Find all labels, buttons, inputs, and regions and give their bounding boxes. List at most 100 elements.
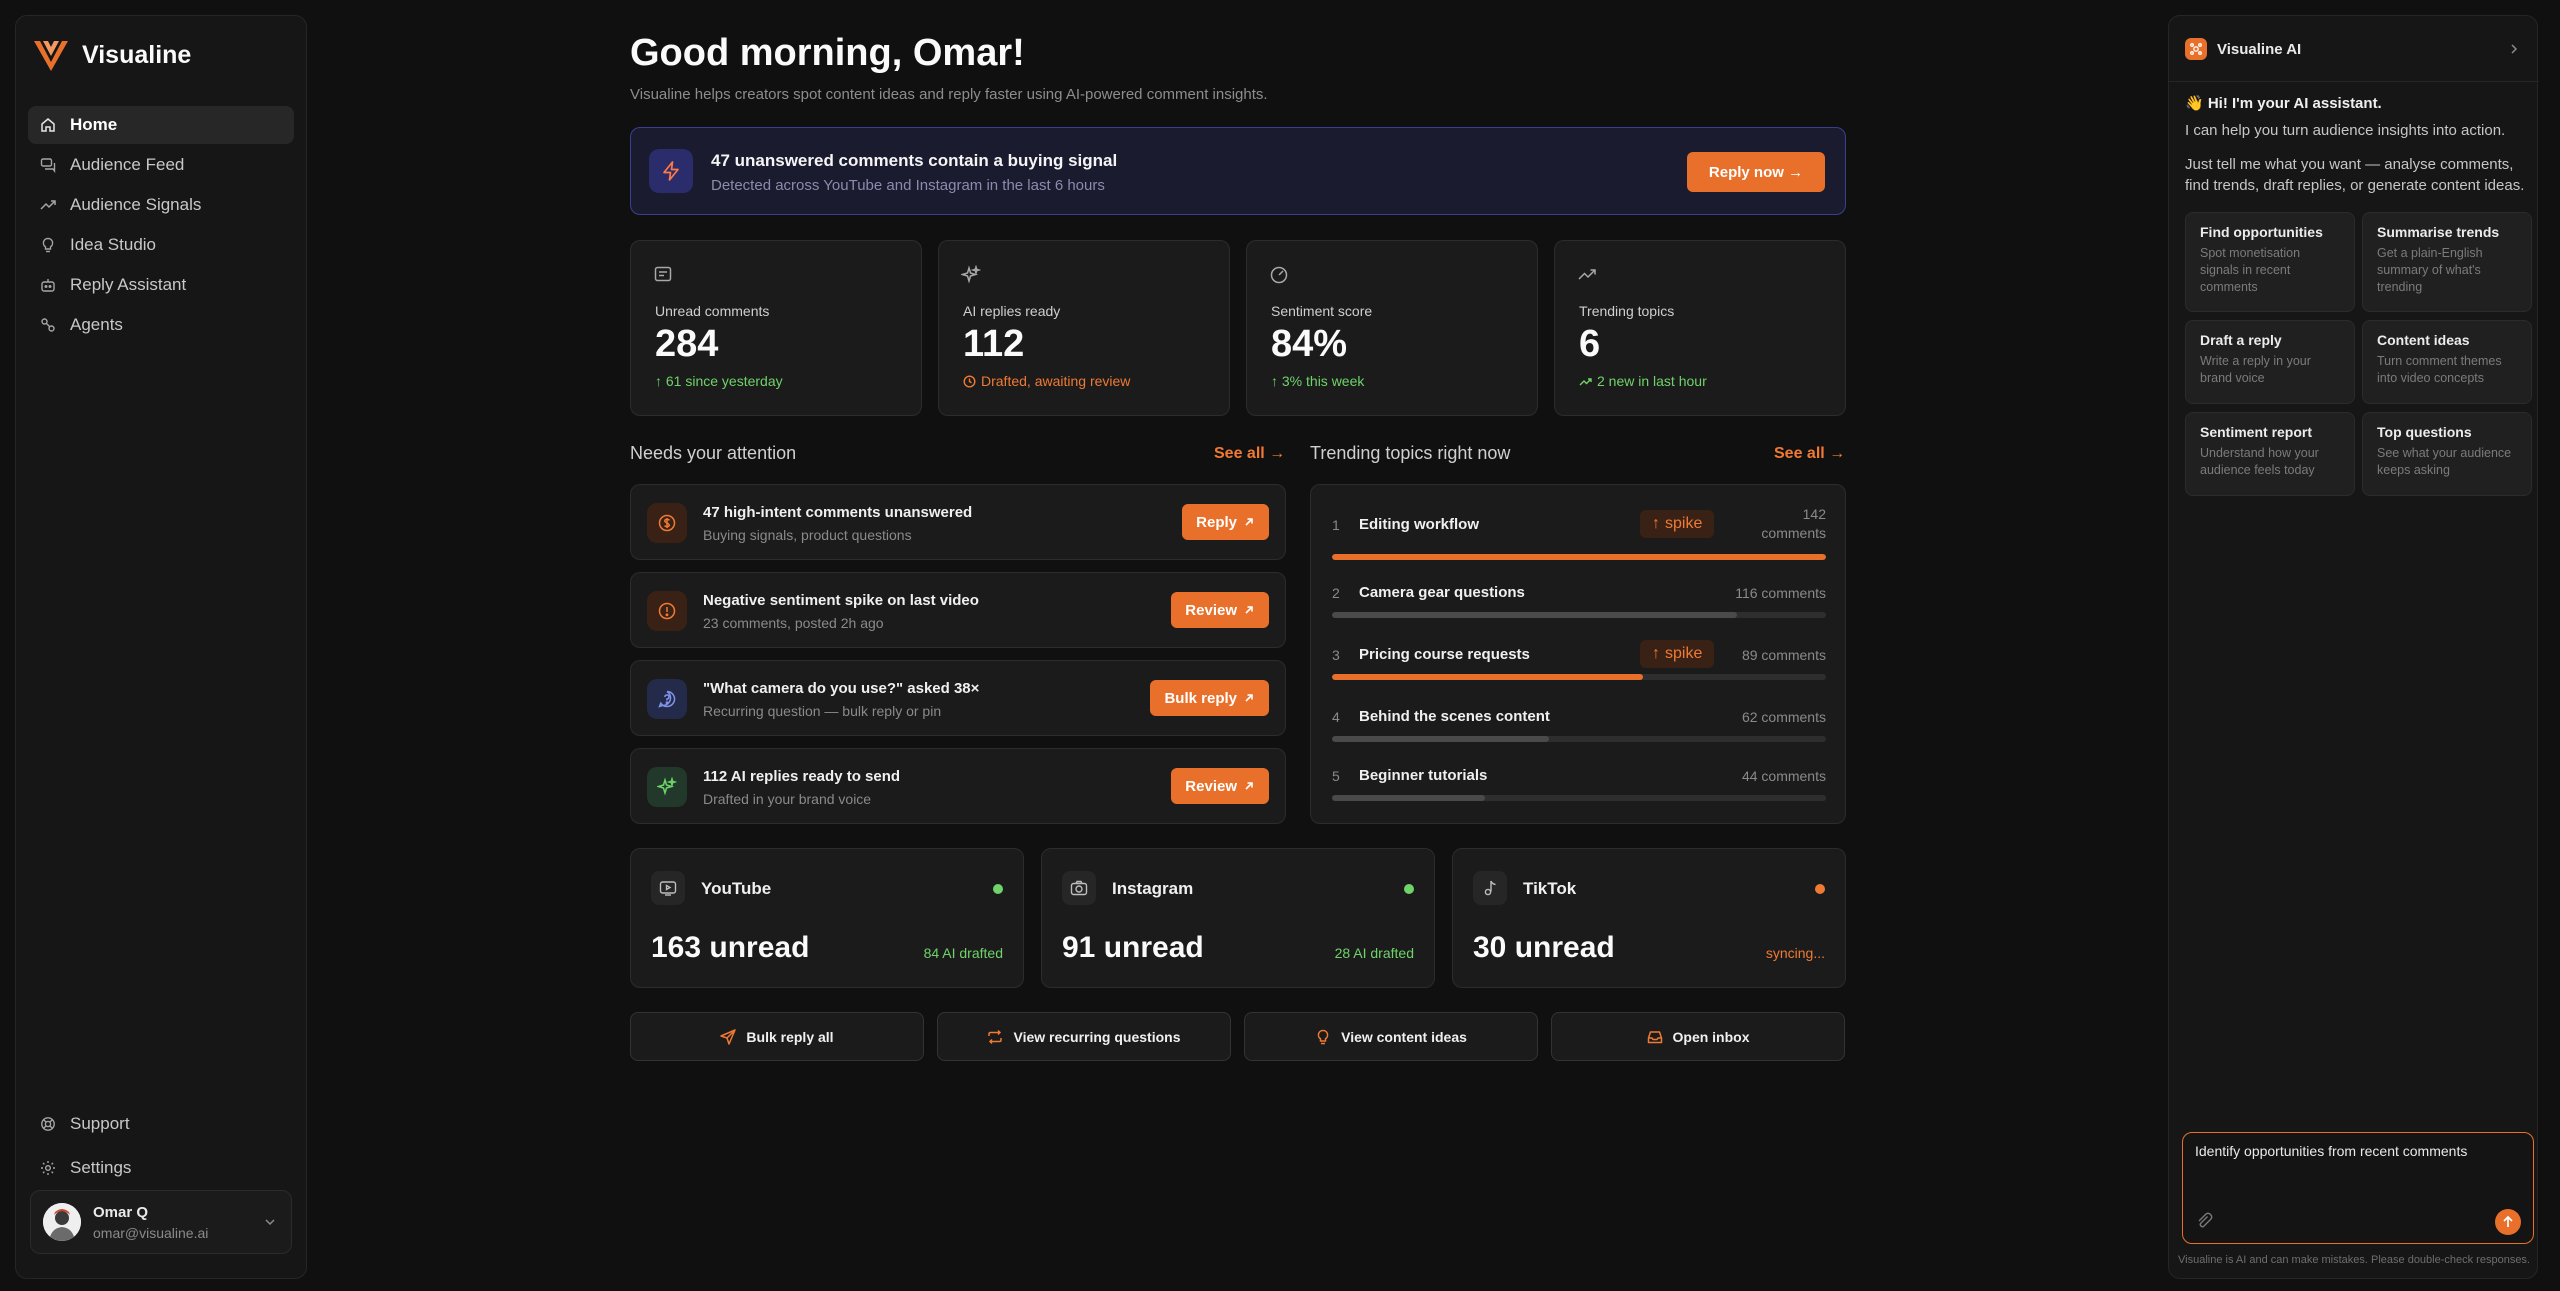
sidebar-bottom-nav: Support Settings [28,1104,294,1192]
trending-title: Trending topics right now [1310,443,1511,463]
sidebar-item-idea-studio[interactable]: Idea Studio [28,226,294,264]
trend-icon [40,200,56,210]
ai-input-value[interactable]: Identify opportunities from recent comme… [2195,1143,2468,1159]
reply-now-button[interactable]: Reply now → [1687,152,1825,192]
chevron-down-icon[interactable] [263,1215,277,1229]
sidebar-item-label: Idea Studio [70,235,157,254]
suggestion-desc: Write a reply in your brand voice [2200,354,2311,385]
arrow-up-right-icon [1245,606,1253,614]
arrow-up-icon: ↑ [1652,645,1660,662]
stat-value: 6 [1579,323,1601,365]
sidebar-item-label: Reply Assistant [70,275,187,294]
spike-badge: ↑ spike [1640,640,1715,668]
platform-card-tiktok[interactable]: TikTok 30 unread syncing... [1452,848,1846,988]
chevron-right-icon[interactable] [2507,42,2521,56]
sidebar-item-agents[interactable]: Agents [28,306,294,344]
attention-item: 47 high-intent comments unanswered Buyin… [630,484,1286,560]
dollar-icon [647,503,687,543]
suggestion-desc: Turn comment themes into video concepts [2377,354,2502,385]
divider [2169,81,2539,82]
sidebar-item-label: Support [70,1114,130,1133]
stat-label: Sentiment score [1271,303,1373,319]
sidebar-item-home[interactable]: Home [28,106,294,144]
sidebar-item-support[interactable]: Support [28,1104,294,1144]
suggestion-card[interactable]: Top questions See what your audience kee… [2362,412,2532,496]
stat-value: 84% [1271,323,1348,365]
reply-button[interactable]: Reply [1182,504,1269,540]
attention-item: 112 AI replies ready to send Drafted in … [630,748,1286,824]
send-button[interactable] [2495,1209,2521,1235]
stat-label: Trending topics [1579,303,1675,319]
suggestion-card[interactable]: Sentiment report Understand how your aud… [2185,412,2355,496]
stat-card-sentiment: Sentiment score 84% ↑ 3% this week [1246,240,1538,416]
alert-subtitle: Detected across YouTube and Instagram in… [711,177,1105,194]
suggestion-title: Find opportunities [2200,224,2323,240]
camera-icon [1062,871,1096,905]
review-button[interactable]: Review [1171,768,1269,804]
sidebar-item-settings[interactable]: Settings [28,1148,294,1188]
platform-note: 28 AI drafted [1334,945,1414,961]
repeat-icon [988,1029,1003,1044]
platform-name: TikTok [1523,879,1577,898]
bulk-reply-all-button[interactable]: Bulk reply all [630,1012,924,1061]
ai-panel-title: Visualine AI [2217,41,2302,58]
topic-count: 116 comments [1735,585,1826,601]
trending-see-all-link[interactable]: See all → [1774,445,1846,462]
sparkles-icon [647,767,687,807]
arrow-up-right-icon [1245,782,1253,790]
avatar [43,1203,81,1241]
send-icon [720,1028,737,1045]
user-card[interactable]: Omar Q omar@visualine.ai [30,1190,292,1254]
spike-badge: ↑ spike [1640,510,1715,538]
brand[interactable]: Visualine [32,38,191,72]
status-dot [1815,884,1825,894]
ai-disclaimer: Visualine is AI and can make mistakes. P… [2178,1254,2530,1266]
view-recurring-questions-button[interactable]: View recurring questions [937,1012,1231,1061]
suggestion-card[interactable]: Find opportunities Spot monetisation sig… [2185,212,2355,312]
suggestion-title: Sentiment report [2200,424,2313,440]
sidebar-item-reply-assistant[interactable]: Reply Assistant [28,266,294,304]
open-inbox-button[interactable]: Open inbox [1551,1012,1845,1061]
attention-item: "What camera do you use?" asked 38× Recu… [630,660,1286,736]
action-label: View content ideas [1341,1028,1467,1045]
ai-prompt: Just tell me what you want — analyse com… [2185,156,2525,194]
sidebar-item-audience-signals[interactable]: Audience Signals [28,186,294,224]
platform-name: Instagram [1112,879,1194,898]
button-label: Review [1185,777,1237,795]
view-content-ideas-button[interactable]: View content ideas [1244,1012,1538,1061]
action-label: Bulk reply all [746,1028,834,1045]
topic-count: 62 comments [1741,709,1826,725]
suggestion-card[interactable]: Draft a reply Write a reply in your bran… [2185,320,2355,404]
brand-name: Visualine [82,40,192,69]
topic-rank: 1 [1332,517,1340,533]
platform-card-youtube[interactable]: YouTube 163 unread 84 AI drafted [630,848,1024,988]
topic-count: 44 comments [1741,768,1826,784]
topic-bar-fill [1332,554,1826,560]
ai-assistant-panel: Visualine AI 👋 Hi! I'm your AI assistant… [2168,15,2539,1279]
suggestion-card[interactable]: Summarise trends Get a plain-English sum… [2362,212,2532,312]
topic-name: Camera gear questions [1359,584,1525,601]
suggestion-card[interactable]: Content ideas Turn comment themes into v… [2362,320,2532,404]
bot-icon [41,279,55,292]
topic-count: 142 comments [1761,506,1826,541]
review-button[interactable]: Review [1171,592,1269,628]
topic-name: Behind the scenes content [1359,708,1550,725]
attention-item-title: 112 AI replies ready to send [703,768,901,785]
sidebar-item-audience-feed[interactable]: Audience Feed [28,146,294,184]
clock-icon [963,374,976,388]
attention-see-all-link[interactable]: See all → [1214,445,1286,462]
sidebar-item-label: Home [70,115,118,134]
stat-card-ai-replies: AI replies ready 112 Drafted, awaiting r… [938,240,1230,416]
paperclip-icon[interactable] [2195,1211,2213,1229]
bulk-reply-button[interactable]: Bulk reply [1150,680,1269,716]
lifebuoy-icon [41,1117,55,1131]
attention-item-subtitle: Buying signals, product questions [703,527,912,543]
visualine-logo-icon [34,41,68,71]
sparkles-icon [961,265,981,284]
sidebar-item-label: Audience Feed [70,155,185,174]
suggestion-title: Draft a reply [2200,332,2282,348]
ai-panel-header: Visualine AI [2185,32,2521,66]
ai-chat-input[interactable]: Identify opportunities from recent comme… [2182,1132,2534,1244]
platform-card-instagram[interactable]: Instagram 91 unread 28 AI drafted [1041,848,1435,988]
status-dot [993,884,1003,894]
